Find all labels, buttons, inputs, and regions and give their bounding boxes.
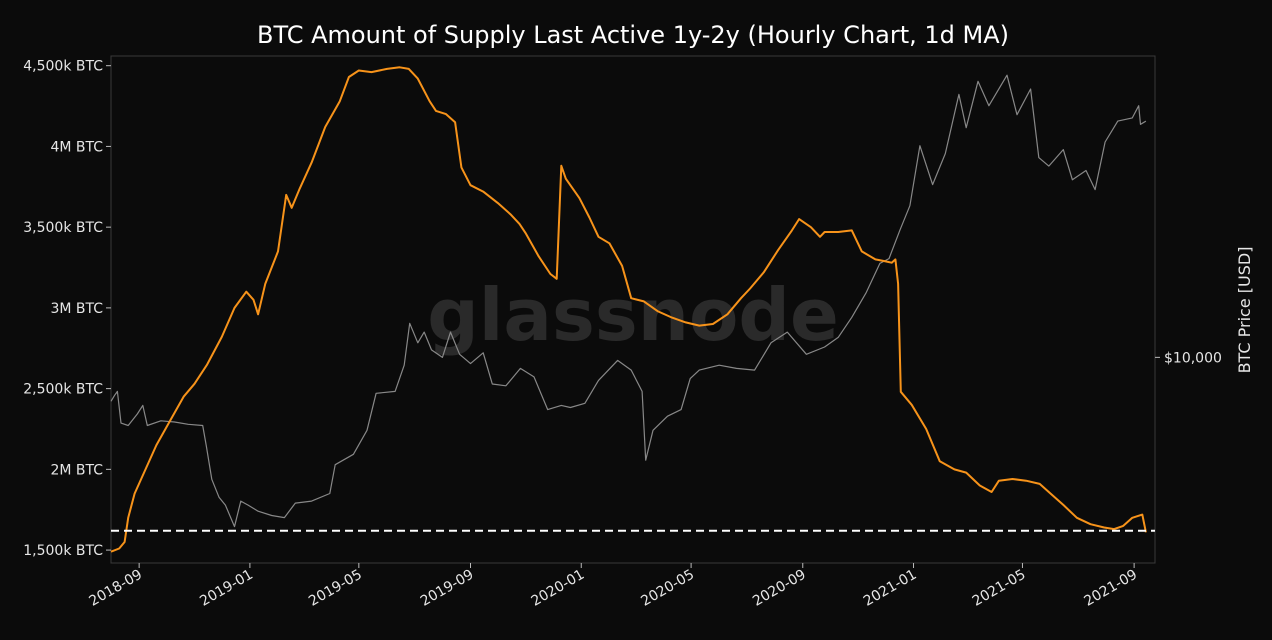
y-left-tick-label: 2,500k BTC	[23, 382, 103, 398]
y-left-tick-label: 3M BTC	[50, 301, 103, 317]
y-right-tick-label: $10,000	[1164, 350, 1222, 366]
x-tick-label: 2021-09	[1081, 567, 1140, 610]
x-tick-label: 2021-05	[970, 567, 1029, 610]
x-tick-label: 2020-09	[750, 567, 809, 610]
y-left-tick-label: 3,500k BTC	[23, 220, 103, 236]
price-series-group	[110, 74, 1147, 528]
x-tick-label: 2020-05	[638, 567, 697, 610]
y-left-tick-label: 2M BTC	[50, 462, 103, 478]
x-tick-label: 2018-09	[86, 567, 145, 610]
x-tick-label: 2021-01	[861, 567, 920, 610]
watermark-text: glassnode	[427, 273, 839, 357]
y-right-axis: $10,000	[1155, 350, 1222, 366]
supply-line	[110, 66, 1147, 553]
y-left-tick-label: 4,500k BTC	[23, 59, 103, 75]
y-right-axis-label: BTC Price [USD]	[1235, 247, 1254, 374]
x-tick-label: 2020-01	[529, 567, 588, 610]
supply-series-group	[110, 66, 1147, 553]
chart-title: BTC Amount of Supply Last Active 1y-2y (…	[257, 21, 1009, 49]
y-left-tick-label: 1,500k BTC	[23, 543, 103, 559]
price-line	[110, 74, 1147, 528]
x-axis: 2018-09 2019-01 2019-05 2019-09 2020-01 2020-…	[86, 563, 1140, 610]
x-tick-label: 2019-01	[197, 567, 256, 610]
y-left-axis: 1,500k BTC 2M BTC 2,500k BTC 3M BTC 3,500k B…	[23, 59, 111, 559]
plot-area	[110, 55, 1156, 564]
x-tick-label: 2019-05	[306, 567, 365, 610]
x-tick-label: 2019-09	[418, 567, 477, 610]
y-left-tick-label: 4M BTC	[50, 139, 103, 155]
